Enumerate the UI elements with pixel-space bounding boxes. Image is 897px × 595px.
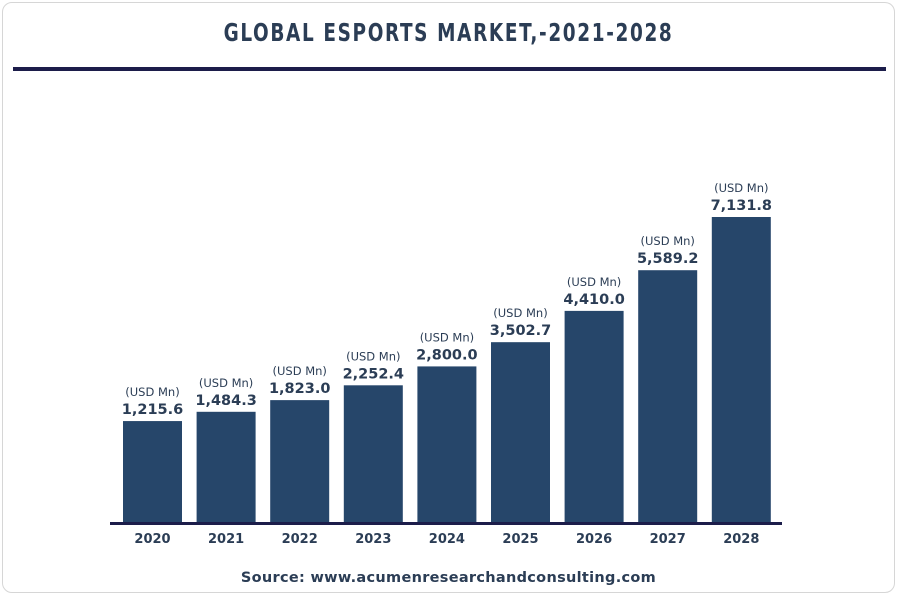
bar-2020 [123, 421, 182, 523]
x-tick-label: 2027 [650, 532, 686, 547]
title-divider [13, 67, 886, 71]
unit-label: (USD Mn) [125, 385, 179, 399]
unit-label: (USD Mn) [640, 234, 694, 248]
x-axis-line [110, 522, 782, 525]
bar-2023 [343, 385, 403, 523]
data-label: 2,252.4 [343, 366, 404, 382]
bar-2024 [417, 366, 477, 523]
data-label: 2,800.0 [416, 347, 477, 363]
data-label: 1,215.6 [122, 402, 183, 418]
unit-label: (USD Mn) [567, 275, 621, 289]
unit-label: (USD Mn) [420, 330, 474, 344]
bar-2028 [711, 217, 771, 523]
data-label: 5,589.2 [637, 251, 698, 267]
unit-label: (USD Mn) [493, 306, 547, 320]
data-label: 3,502.7 [490, 323, 551, 339]
x-tick-label: 2024 [429, 532, 465, 547]
data-label: 1,823.0 [269, 381, 330, 397]
x-tick-label: 2028 [723, 532, 759, 547]
bar-2025 [491, 342, 550, 523]
x-tick-label: 2023 [355, 532, 391, 547]
unit-label: (USD Mn) [346, 349, 400, 363]
x-tick-label: 2020 [134, 532, 170, 547]
x-tick-label: 2022 [282, 532, 318, 547]
data-label: 4,410.0 [563, 292, 624, 308]
data-label: 1,484.3 [195, 393, 256, 409]
bar-2027 [638, 270, 698, 523]
unit-label: (USD Mn) [272, 364, 326, 378]
data-label: 7,131.8 [711, 198, 772, 214]
unit-label: (USD Mn) [199, 376, 253, 390]
x-tick-label: 2021 [208, 532, 244, 547]
bar-2021 [196, 411, 256, 523]
source-text: Source: www.acumenresearchandconsulting.… [240, 570, 657, 586]
x-tick-label: 2026 [576, 532, 612, 547]
chart-title: GLOBAL ESPORTS MARKET,-2021-2028 [223, 18, 674, 47]
bar-2022 [270, 400, 330, 523]
unit-label: (USD Mn) [714, 181, 768, 195]
x-tick-label: 2025 [502, 532, 538, 547]
bar-2026 [564, 310, 624, 523]
